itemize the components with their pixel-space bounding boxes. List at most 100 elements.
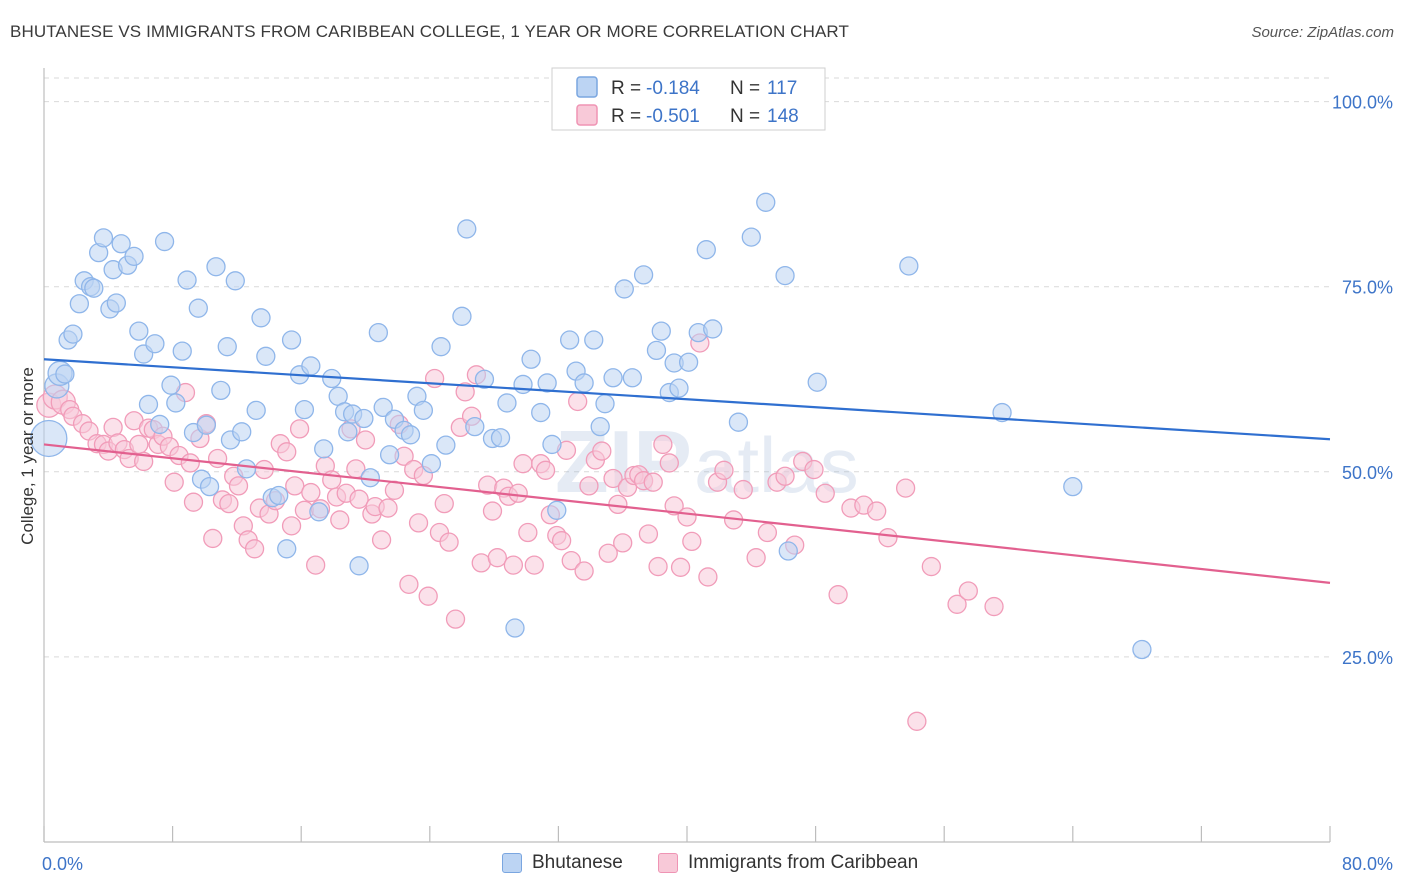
data-point bbox=[236, 459, 257, 479]
data-point bbox=[129, 434, 149, 455]
data-point bbox=[592, 441, 612, 461]
data-point bbox=[301, 356, 321, 376]
data-point bbox=[574, 373, 594, 393]
data-point bbox=[992, 402, 1012, 423]
data-point bbox=[379, 445, 400, 465]
data-point bbox=[895, 478, 916, 498]
data-point bbox=[598, 543, 618, 563]
series-legend: Bhutanese Immigrants from Caribbean bbox=[0, 852, 1406, 880]
data-point bbox=[590, 416, 610, 437]
data-point bbox=[474, 369, 495, 389]
data-point bbox=[648, 556, 668, 577]
data-point bbox=[703, 319, 723, 339]
data-point bbox=[225, 271, 245, 291]
data-point bbox=[330, 510, 350, 530]
data-point bbox=[431, 337, 451, 357]
data-point bbox=[646, 340, 667, 361]
data-point bbox=[778, 541, 798, 561]
data-point bbox=[584, 330, 604, 350]
data-point bbox=[360, 468, 380, 488]
data-point bbox=[505, 618, 525, 638]
data-point bbox=[682, 531, 702, 552]
data-point bbox=[199, 476, 220, 497]
data-point bbox=[188, 298, 208, 318]
legend-label-caribbean: Immigrants from Caribbean bbox=[688, 852, 919, 873]
data-point bbox=[633, 265, 654, 285]
x-tick-label-min: 0.0% bbox=[42, 854, 83, 874]
data-point bbox=[899, 256, 919, 276]
data-point bbox=[314, 439, 334, 459]
data-point bbox=[309, 502, 329, 522]
data-point bbox=[371, 530, 392, 550]
data-point bbox=[129, 321, 149, 341]
data-point bbox=[294, 399, 315, 420]
data-point bbox=[439, 532, 459, 552]
data-point bbox=[775, 265, 795, 286]
legend-swatch-pink bbox=[576, 104, 598, 126]
x-tick-label-max: 80.0% bbox=[1342, 854, 1393, 874]
data-point bbox=[30, 419, 68, 458]
data-point bbox=[63, 324, 83, 344]
data-point bbox=[180, 453, 200, 473]
data-point bbox=[445, 609, 466, 629]
data-point bbox=[531, 402, 551, 423]
data-point bbox=[535, 460, 556, 480]
tick-labels: 25.0% 50.0% 75.0% 100.0% 0.0% 80.0% bbox=[42, 93, 1393, 874]
data-point bbox=[560, 330, 580, 350]
data-point bbox=[281, 516, 302, 536]
data-point bbox=[513, 374, 533, 395]
data-point bbox=[124, 246, 144, 267]
data-point bbox=[603, 368, 623, 388]
data-point bbox=[452, 306, 472, 326]
data-point bbox=[111, 234, 131, 254]
data-point bbox=[203, 528, 223, 549]
legend-label-bhutanese: Bhutanese bbox=[532, 852, 623, 873]
data-point bbox=[741, 227, 761, 247]
data-point bbox=[465, 416, 485, 437]
data-point bbox=[106, 293, 126, 313]
data-point bbox=[384, 480, 405, 500]
data-point bbox=[867, 501, 887, 521]
data-point bbox=[984, 596, 1004, 617]
chart-title: BHUTANESE VS IMMIGRANTS FROM CARIBBEAN C… bbox=[10, 22, 849, 41]
trend-line-bhutanese bbox=[43, 358, 1331, 441]
data-point bbox=[408, 513, 429, 533]
data-point bbox=[1063, 476, 1083, 497]
data-point bbox=[349, 489, 369, 509]
data-point bbox=[561, 551, 581, 571]
data-point bbox=[256, 346, 276, 366]
data-point bbox=[217, 337, 237, 357]
data-point bbox=[457, 219, 477, 239]
data-point bbox=[756, 192, 776, 212]
chart-source: Source: ZipAtlas.com bbox=[1251, 24, 1394, 41]
data-point bbox=[145, 334, 165, 354]
data-point bbox=[69, 294, 90, 314]
data-point bbox=[277, 539, 297, 559]
data-point bbox=[595, 394, 615, 414]
data-point bbox=[134, 451, 154, 472]
data-point bbox=[653, 434, 673, 455]
legend-swatch-blue bbox=[502, 853, 522, 873]
data-point bbox=[368, 322, 389, 343]
y-tick-label: 75.0% bbox=[1342, 278, 1393, 298]
data-point bbox=[1132, 639, 1152, 660]
data-point bbox=[757, 522, 778, 543]
data-point bbox=[497, 393, 517, 413]
data-point bbox=[277, 442, 297, 462]
legend-n-value: 148 bbox=[767, 106, 799, 127]
data-point bbox=[659, 453, 679, 473]
data-point bbox=[228, 476, 249, 496]
data-point bbox=[400, 425, 421, 445]
data-point bbox=[154, 231, 175, 252]
data-point bbox=[746, 548, 766, 568]
data-point bbox=[84, 278, 104, 298]
legend-item-caribbean: Immigrants from Caribbean bbox=[658, 852, 918, 874]
data-point bbox=[921, 556, 941, 577]
data-point bbox=[177, 270, 197, 290]
series-bhutanese bbox=[30, 192, 1152, 660]
trend-line-caribbean bbox=[43, 443, 1331, 584]
data-point bbox=[436, 435, 456, 455]
data-point bbox=[413, 400, 434, 421]
data-point bbox=[669, 378, 689, 398]
